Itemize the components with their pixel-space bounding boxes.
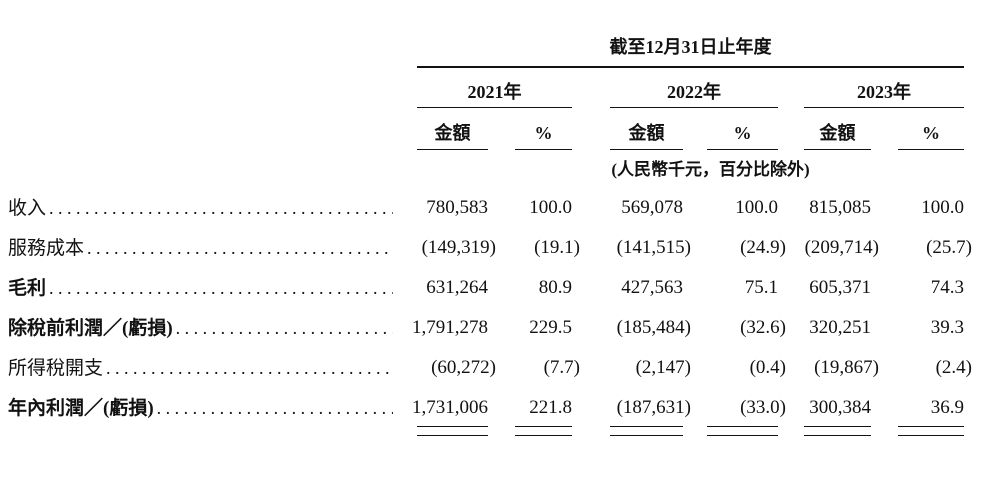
percent-cell: 39.3: [930, 317, 964, 338]
horizontal-rule: [804, 149, 871, 150]
row-label: 年內利潤／(虧損): [0, 398, 417, 419]
amount-cell: 605,371: [809, 277, 871, 298]
row-label-text: 年內利潤／(虧損): [8, 398, 154, 419]
total-double-rule-row: [0, 426, 1007, 436]
amount-header-2023: 金額: [819, 123, 856, 143]
percent-cell: 221.8: [529, 397, 572, 418]
percent-cell: 74.3: [930, 277, 964, 298]
year-header-rules-row: [0, 107, 1007, 108]
horizontal-rule: [417, 107, 572, 108]
period-header: 截至12月31日止年度: [609, 37, 772, 57]
amount-cell: (2,147): [635, 357, 691, 378]
row-label: 所得稅開支: [0, 358, 417, 379]
double-rule: [898, 426, 964, 436]
horizontal-rule: [417, 66, 964, 68]
amount-cell: 780,583: [426, 197, 488, 218]
percent-header-2022: %: [733, 123, 752, 143]
year-header-row: 2021年 2022年 2023年: [0, 82, 1007, 102]
percent-cell: 100.0: [921, 197, 964, 218]
amount-cell: (149,319): [421, 237, 496, 258]
horizontal-rule: [898, 149, 964, 150]
horizontal-rule: [707, 149, 778, 150]
horizontal-rule: [804, 107, 964, 108]
amount-cell: (209,714): [804, 237, 879, 258]
row-label: 除稅前利潤／(虧損): [0, 318, 417, 339]
percent-cell: (2.4): [935, 357, 972, 378]
dot-leader: [106, 358, 393, 379]
period-header-row: 截至12月31日止年度: [0, 38, 1007, 57]
horizontal-rule: [515, 149, 572, 150]
amount-header-2021: 金額: [434, 123, 471, 143]
table-row-profit-loss-for-the-year: 年內利潤／(虧損) 1,731,006 221.8 (187,631) (33.…: [0, 379, 1007, 419]
unit-note-row: (人民幣千元，百分比除外): [0, 160, 1007, 179]
row-label: 收入: [0, 198, 417, 219]
amount-cell: (187,631): [616, 397, 691, 418]
amount-cell: 569,078: [621, 197, 683, 218]
percent-cell: (24.9): [740, 237, 786, 258]
amount-header-2022: 金額: [628, 123, 665, 143]
horizontal-rule: [610, 149, 683, 150]
percent-cell: 100.0: [735, 197, 778, 218]
percent-cell: (33.0): [740, 397, 786, 418]
unit-note: (人民幣千元，百分比除外): [611, 160, 810, 179]
double-rule: [804, 426, 871, 436]
row-label: 服務成本: [0, 238, 417, 259]
percent-cell: 36.9: [930, 397, 964, 418]
row-label-text: 服務成本: [8, 238, 85, 259]
year-header-2021: 2021年: [467, 82, 522, 102]
horizontal-rule: [610, 107, 778, 108]
amount-cell: 1,791,278: [412, 317, 488, 338]
horizontal-rule: [417, 149, 488, 150]
row-label-text: 毛利: [8, 278, 47, 299]
amount-cell: (141,515): [616, 237, 691, 258]
year-header-2023: 2023年: [857, 82, 911, 102]
double-rule: [417, 426, 488, 436]
double-rule: [707, 426, 778, 436]
percent-header-2023: %: [922, 123, 940, 143]
dot-leader: [87, 238, 393, 259]
row-label-text: 收入: [8, 198, 47, 219]
amount-cell: (185,484): [616, 317, 691, 338]
double-rule: [610, 426, 683, 436]
percent-cell: 229.5: [529, 317, 572, 338]
row-label-text: 除稅前利潤／(虧損): [8, 318, 173, 339]
amount-cell: 815,085: [809, 197, 871, 218]
dot-leader: [49, 198, 393, 219]
percent-cell: (25.7): [926, 237, 972, 258]
percent-cell: (0.4): [749, 357, 786, 378]
table-row-revenue: 收入 780,583 100.0 569,078 100.0 815,085 1…: [0, 179, 1007, 219]
amount-cell: 300,384: [809, 397, 871, 418]
amount-cell: (19,867): [814, 357, 879, 378]
row-label-text: 所得稅開支: [8, 358, 104, 379]
percent-cell: 75.1: [744, 277, 778, 298]
percent-cell: 100.0: [529, 197, 572, 218]
sub-header-rules-row: [0, 149, 1007, 150]
amount-cell: 320,251: [809, 317, 871, 338]
percent-cell: (19.1): [534, 237, 580, 258]
table-row-cost-of-services: 服務成本 (149,319) (19.1) (141,515) (24.9) (…: [0, 219, 1007, 259]
row-label: 毛利: [0, 278, 417, 299]
amount-cell: 427,563: [621, 277, 683, 298]
period-header-rule-row: [0, 66, 1007, 68]
table-row-profit-loss-before-tax: 除稅前利潤／(虧損) 1,791,278 229.5 (185,484) (32…: [0, 299, 1007, 339]
percent-cell: (7.7): [543, 357, 580, 378]
percent-header-2021: %: [534, 123, 553, 143]
dot-leader: [157, 398, 393, 419]
year-header-2022: 2022年: [667, 82, 721, 102]
double-rule: [515, 426, 572, 436]
amount-cell: (60,272): [431, 357, 496, 378]
sub-header-row: 金額 % 金額 % 金額 %: [0, 123, 1007, 143]
table-row-income-tax-expense: 所得稅開支 (60,272) (7.7) (2,147) (0.4) (19,8…: [0, 339, 1007, 379]
amount-cell: 1,731,006: [412, 397, 488, 418]
percent-cell: 80.9: [538, 277, 572, 298]
amount-cell: 631,264: [426, 277, 488, 298]
percent-cell: (32.6): [740, 317, 786, 338]
table-row-gross-profit: 毛利 631,264 80.9 427,563 75.1 605,371 74.…: [0, 259, 1007, 299]
dot-leader: [176, 318, 393, 339]
dot-leader: [49, 278, 393, 299]
